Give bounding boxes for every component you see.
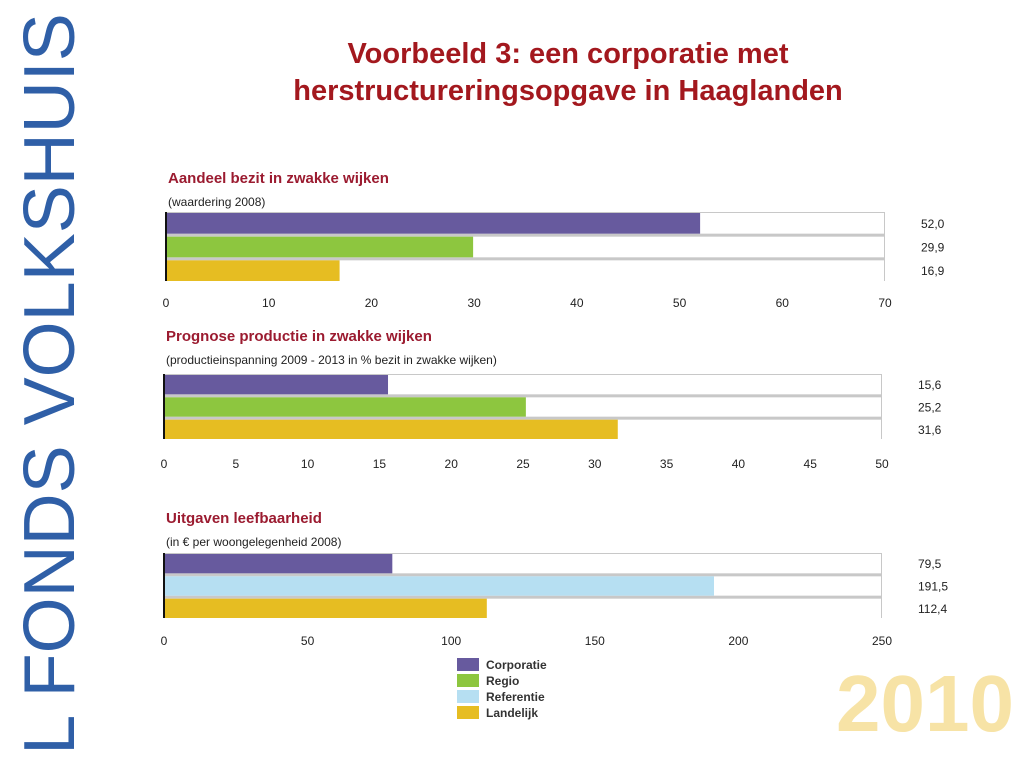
legend: Corporatie Regio Referentie Landelijk xyxy=(457,658,547,720)
x-tick-label: 15 xyxy=(373,457,387,471)
x-tick-label: 50 xyxy=(875,457,889,471)
x-tick-label: 10 xyxy=(301,457,315,471)
data-label: 112,4 xyxy=(918,602,947,616)
x-tick-label: 40 xyxy=(570,296,584,310)
bar-regio xyxy=(167,236,474,258)
x-tick-label: 100 xyxy=(441,634,461,648)
chart-subtitle: (productieinspanning 2009 - 2013 in % be… xyxy=(166,353,497,367)
x-tick-label: 250 xyxy=(872,634,892,648)
year-watermark: 2010 xyxy=(836,659,1014,748)
chart-title: Aandeel bezit in zwakke wijken xyxy=(168,170,389,187)
x-tick-label: 45 xyxy=(804,457,818,471)
page-title-line-2: herstructureringsopgave in Haaglanden xyxy=(293,75,843,107)
legend-label-corporatie: Corporatie xyxy=(486,658,547,672)
x-tick-label: 50 xyxy=(301,634,315,648)
bar-landelijk xyxy=(165,419,618,439)
x-tick-label: 20 xyxy=(365,296,379,310)
legend-label-landelijk: Landelijk xyxy=(486,706,538,720)
x-tick-label: 30 xyxy=(467,296,481,310)
bar-corporatie xyxy=(167,213,701,234)
x-tick-label: 10 xyxy=(262,296,276,310)
page-title-line-1: Voorbeeld 3: een corporatie met xyxy=(347,38,789,70)
x-tick-label: 70 xyxy=(878,296,892,310)
x-tick-label: 150 xyxy=(585,634,605,648)
bar-landelijk xyxy=(165,598,487,618)
x-tick-label: 40 xyxy=(732,457,746,471)
chart-1: Aandeel bezit in zwakke wijken (waarderin… xyxy=(163,170,945,310)
x-tick-label: 35 xyxy=(660,457,674,471)
x-tick-label: 0 xyxy=(163,296,170,310)
chart-subtitle: (waardering 2008) xyxy=(168,195,265,209)
data-label: 79,5 xyxy=(918,557,942,571)
legend-swatch-regio xyxy=(457,674,479,687)
legend-swatch-referentie xyxy=(457,690,479,703)
legend-label-referentie: Referentie xyxy=(486,690,545,704)
chart-2: Prognose productie in zwakke wijken (prod… xyxy=(161,328,942,471)
chart-3: Uitgaven leefbaarheid (in € per woongeleg… xyxy=(161,510,949,648)
x-tick-label: 0 xyxy=(161,457,168,471)
bar-landelijk xyxy=(167,260,340,281)
data-label: 52,0 xyxy=(921,217,945,231)
chart-subtitle: (in € per woongelegenheid 2008) xyxy=(166,535,341,549)
bar-referentie xyxy=(165,576,714,596)
legend-swatch-corporatie xyxy=(457,658,479,671)
bar-track xyxy=(167,260,884,281)
data-label: 29,9 xyxy=(921,241,945,255)
bar-regio xyxy=(165,397,526,417)
data-label: 191,5 xyxy=(918,580,948,594)
data-label: 15,6 xyxy=(918,378,942,392)
page-title: Voorbeeld 3: een corporatie met herstruc… xyxy=(200,36,936,110)
x-tick-label: 50 xyxy=(673,296,687,310)
x-tick-label: 25 xyxy=(516,457,530,471)
x-tick-label: 5 xyxy=(232,457,239,471)
x-tick-label: 60 xyxy=(776,296,790,310)
x-tick-label: 0 xyxy=(161,634,168,648)
legend-label-regio: Regio xyxy=(486,674,519,688)
chart-title: Uitgaven leefbaarheid xyxy=(166,510,322,527)
bar-corporatie xyxy=(165,375,389,395)
data-label: 31,6 xyxy=(918,423,942,437)
x-tick-label: 20 xyxy=(445,457,459,471)
legend-swatch-landelijk xyxy=(457,706,479,719)
x-tick-label: 30 xyxy=(588,457,602,471)
data-label: 16,9 xyxy=(921,264,945,278)
chart-title: Prognose productie in zwakke wijken xyxy=(166,328,432,345)
data-label: 25,2 xyxy=(918,401,942,415)
bar-corporatie xyxy=(165,554,393,574)
x-tick-label: 200 xyxy=(728,634,748,648)
